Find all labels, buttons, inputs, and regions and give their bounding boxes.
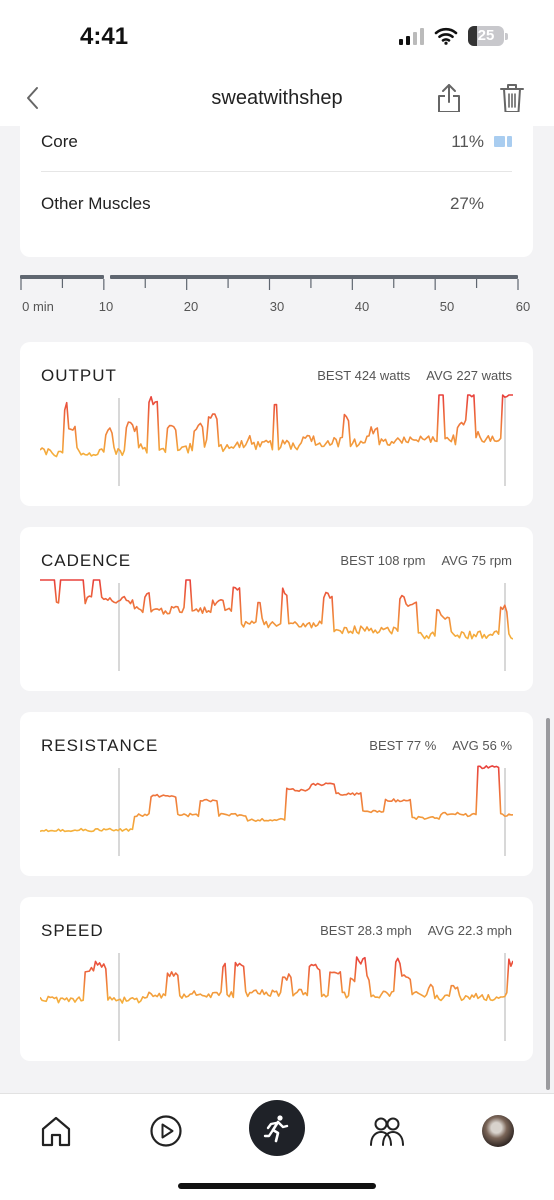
muscle-breakdown-card: Core 11% Other Muscles 27% (20, 112, 533, 257)
metric-title: OUTPUT (41, 366, 117, 385)
cadence-card: CADENCE BEST 108 rpm AVG 75 rpm (20, 527, 533, 691)
avatar (482, 1115, 514, 1147)
timeline-label: 20 (183, 299, 199, 314)
tab-community[interactable] (362, 1106, 412, 1156)
muscle-row-other: Other Muscles 27% (41, 174, 512, 234)
metric-title: RESISTANCE (41, 736, 159, 755)
core-percent-bar (494, 136, 512, 147)
muscle-percent: 27% (449, 194, 484, 213)
battery-level: 25 (477, 27, 495, 44)
metric-avg: AVG 75 rpm (441, 553, 512, 568)
timeline-label: 60 (515, 299, 531, 314)
speed-chart (40, 953, 513, 1041)
speed-trace-line (40, 956, 513, 1004)
page-title: sweatwithshep (211, 87, 343, 109)
running-person-icon (263, 1115, 289, 1143)
scrollbar[interactable] (546, 718, 550, 1090)
timeline-label: 30 (269, 299, 285, 314)
timeline-axis (20, 275, 519, 290)
wifi-icon (434, 27, 458, 45)
resistance-chart (40, 765, 513, 856)
status-icons: 25 (399, 26, 508, 46)
play-circle-icon (150, 1115, 182, 1147)
metric-avg: AVG 227 watts (426, 368, 512, 383)
output-trace-line (40, 394, 513, 458)
metric-avg: AVG 56 % (452, 738, 512, 753)
muscle-label: Other Muscles (41, 194, 151, 213)
status-bar: 4:41 25 (0, 0, 554, 70)
muscle-percent: 11% (451, 131, 484, 151)
tab-bar (0, 1093, 554, 1200)
output-card: OUTPUT BEST 424 watts AVG 227 watts (20, 342, 533, 506)
tab-classes[interactable] (141, 1106, 191, 1156)
timeline-label: 0 min (22, 299, 54, 314)
metric-title: SPEED (41, 921, 104, 940)
output-chart (40, 394, 513, 486)
resistance-trace-line (40, 765, 513, 833)
muscle-row-core: Core 11% (41, 112, 512, 172)
speed-card: SPEED BEST 28.3 mph AVG 22.3 mph (20, 897, 533, 1061)
tab-activity[interactable] (249, 1100, 305, 1156)
home-indicator (178, 1183, 376, 1189)
cadence-trace-line (40, 579, 513, 640)
status-time: 4:41 (80, 23, 129, 50)
metric-best: BEST 77 % (369, 738, 437, 753)
metric-avg: AVG 22.3 mph (427, 923, 512, 938)
resistance-card: RESISTANCE BEST 77 % AVG 56 % (20, 712, 533, 876)
muscle-label: Core (41, 131, 78, 151)
timeline-label: 10 (98, 299, 114, 314)
timeline-label: 40 (354, 299, 370, 314)
share-button[interactable] (435, 82, 463, 114)
signal-icon (399, 27, 424, 45)
delete-button[interactable] (498, 82, 526, 114)
tab-home[interactable] (31, 1106, 81, 1156)
back-button[interactable] (20, 84, 48, 112)
metric-best: BEST 108 rpm (340, 553, 426, 568)
trash-icon (500, 84, 524, 113)
chevron-left-icon (27, 87, 38, 109)
metric-best: BEST 28.3 mph (320, 923, 412, 938)
workout-timeline: 0 min 10 20 30 40 50 60 (20, 272, 530, 318)
metric-title: CADENCE (41, 551, 132, 570)
metric-best: BEST 424 watts (317, 368, 411, 383)
people-icon (370, 1117, 404, 1146)
battery-icon: 25 (468, 26, 508, 46)
timeline-label: 50 (439, 299, 455, 314)
share-icon (438, 84, 460, 113)
tab-profile[interactable] (473, 1106, 523, 1156)
home-icon (41, 1116, 71, 1147)
cadence-chart (40, 579, 513, 671)
